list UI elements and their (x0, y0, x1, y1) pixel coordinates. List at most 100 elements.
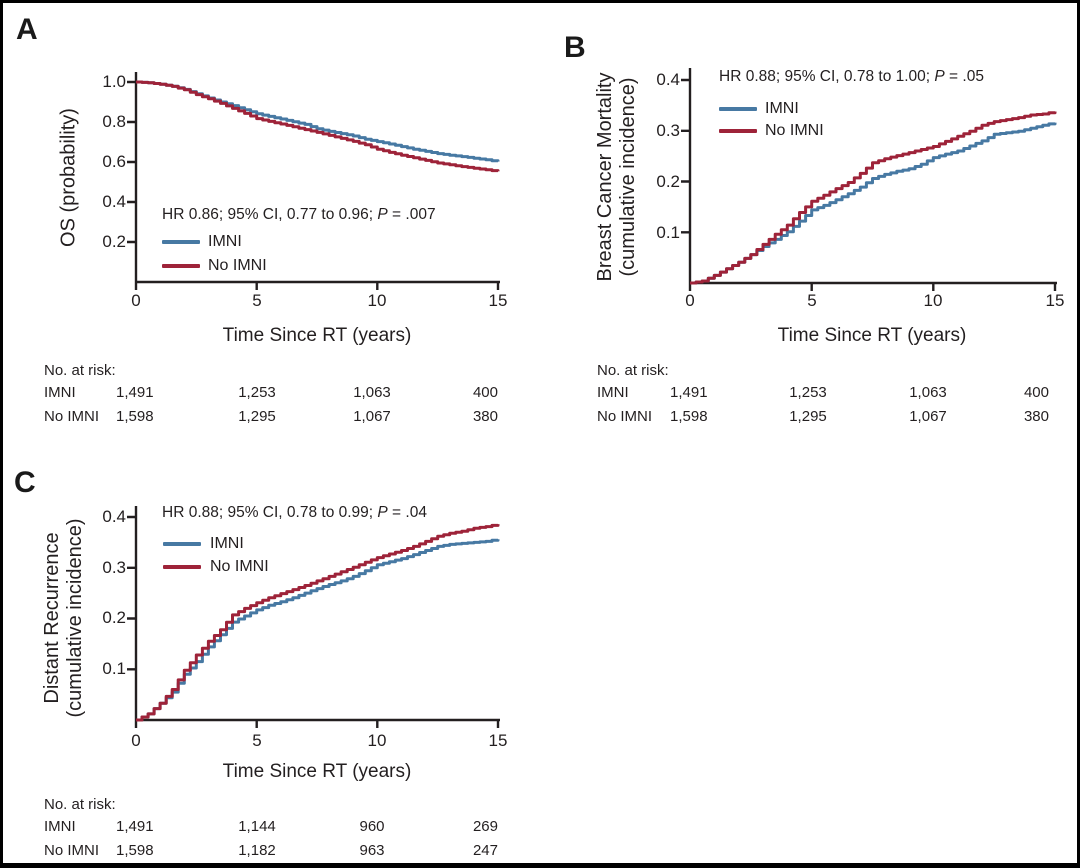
panel-c-risk-row1-v3: 269 (472, 818, 498, 835)
panel-b-risk-row1-label: IMNI (597, 384, 629, 401)
panel-c-risk-row2-v2: 963 (359, 842, 385, 859)
panel-a-risk-row2-v1: 1,295 (238, 408, 276, 425)
panel-c-risk-row2-v3: 247 (472, 842, 498, 859)
panel-b-risk-row2-v3: 380 (1023, 408, 1049, 425)
panel-a-p-symbol: P (377, 206, 388, 223)
panel-c-ytick-0.4: 0.4 (102, 507, 126, 526)
panel-a-risk-row1-label: IMNI (44, 384, 76, 401)
panel-c-hr-annotation: HR 0.88; 95% CI, 0.78 to 0.99; P = .04 (162, 503, 427, 522)
panel-a-xtick-15: 15 (488, 291, 508, 310)
panel-c-xtick-10: 10 (367, 731, 387, 750)
panel-a-legend-imni-swatch (162, 240, 200, 244)
panel-b-ytick-0.1: 0.1 (656, 223, 680, 242)
panel-b-risk-row1-v0: 1,491 (670, 384, 708, 401)
panel-a-xtick-5: 5 (252, 291, 262, 310)
panel-b-risk-row1-v3: 400 (1023, 384, 1049, 401)
plot-path (681, 68, 1057, 291)
panel-b-risk-row2-v0: 1,598 (670, 408, 708, 425)
panel-a-p-value: = .007 (387, 206, 436, 223)
panel-a-ytick-0.8: 0.8 (102, 112, 126, 131)
panel-c-risk-row2-v1: 1,182 (238, 842, 276, 859)
panel-c-p-symbol: P (377, 504, 388, 521)
panel-b-y-axis-title-line1: Breast Cancer Mortality (594, 72, 616, 282)
panel-c-p-value: = .04 (387, 504, 427, 521)
panel-b-risk-title: No. at risk: (597, 362, 669, 379)
panel-c-legend-noimni-label: No IMNI (210, 558, 269, 575)
panel-c-risk-row1-label: IMNI (44, 818, 76, 835)
panel-a-risk-row2-v0: 1,598 (116, 408, 154, 425)
panel-c-y-axis-title-line1: Distant Recurrence (41, 532, 63, 704)
panel-b-ytick-0.3: 0.3 (656, 121, 680, 140)
panel-c-plot (127, 506, 500, 728)
panel-c-risk-row1-v2: 960 (359, 818, 385, 835)
panel-c-risk-row2-v0: 1,598 (116, 842, 154, 859)
panel-a-risk-row1-v3: 400 (472, 384, 498, 401)
panel-b-ytick-0.2: 0.2 (656, 172, 680, 191)
panel-a-xtick-0: 0 (131, 291, 141, 310)
plot-path (136, 80, 500, 163)
panel-a-risk-row2-v2: 1,067 (353, 408, 391, 425)
panel-b-risk-row2-v2: 1,067 (909, 408, 947, 425)
panel-b-risk-row2-label: No IMNI (597, 408, 653, 425)
panel-c-xtick-5: 5 (252, 731, 262, 750)
panel-c-legend-noimni-swatch (163, 565, 201, 569)
panel-a-letter: A (16, 13, 38, 46)
panel-b-p-value: = .05 (944, 68, 984, 85)
panel-a-risk-row1-v0: 1,491 (116, 384, 154, 401)
panel-c-risk-title: No. at risk: (44, 796, 116, 813)
panel-a-y-axis-title: OS (probability) (58, 68, 81, 288)
panel-c-risk-row2-label: No IMNI (44, 842, 100, 859)
panel-c-letter: C (14, 466, 36, 499)
panel-a-ytick-0.2: 0.2 (102, 232, 126, 251)
panel-a-risk-title: No. at risk: (44, 362, 116, 379)
panel-a-legend-noimni-label: No IMNI (208, 257, 267, 274)
panel-c-hr-text: HR 0.88; 95% CI, 0.78 to 0.99; (162, 504, 378, 521)
panel-a-risk-row1-v2: 1,063 (353, 384, 391, 401)
panel-c-risk-row1-v0: 1,491 (116, 818, 154, 835)
panel-b-hr-annotation: HR 0.88; 95% CI, 0.78 to 1.00; P = .05 (719, 67, 984, 86)
panel-c-ytick-0.3: 0.3 (102, 558, 126, 577)
panel-b-legend-imni-swatch (719, 107, 757, 111)
panel-a-y-axis-title-line1: OS (probability) (57, 108, 80, 247)
panel-a-risk-row2-label: No IMNI (44, 408, 100, 425)
panel-b-legend-imni-label: IMNI (765, 100, 799, 117)
panel-b-risk-row1-v1: 1,253 (789, 384, 827, 401)
panel-c-ytick-0.2: 0.2 (102, 608, 126, 627)
panel-b-xtick-10: 10 (923, 291, 943, 310)
panel-a-x-axis-title: Time Since RT (years) (222, 325, 412, 346)
panel-a-hr-text: HR 0.86; 95% CI, 0.77 to 0.96; (162, 206, 378, 223)
panel-b-x-axis-title: Time Since RT (years) (777, 325, 967, 346)
panel-c-legend-imni-swatch (163, 542, 201, 546)
panel-c-risk-row1-v1: 1,144 (238, 818, 276, 835)
panel-a-legend-imni-label: IMNI (208, 233, 242, 250)
panel-a-ytick-0.6: 0.6 (102, 152, 126, 171)
plot-path (136, 523, 500, 722)
panel-a-hr-annotation: HR 0.86; 95% CI, 0.77 to 0.96; P = .007 (162, 205, 436, 224)
panel-c-xtick-0: 0 (131, 731, 141, 750)
panel-a-ytick-1.0: 1.0 (102, 72, 126, 91)
plot-path (136, 80, 500, 173)
panel-b-p-symbol: P (934, 68, 945, 85)
panel-c-legend-imni-label: IMNI (210, 535, 244, 552)
panel-a-xtick-10: 10 (367, 291, 387, 310)
panel-c-x-axis-title: Time Since RT (years) (222, 761, 412, 782)
panel-c-xtick-15: 15 (488, 731, 508, 750)
panel-c-ytick-0.1: 0.1 (102, 659, 126, 678)
panel-b-legend-noimni-label: No IMNI (765, 122, 824, 139)
panel-b-xtick-5: 5 (807, 291, 817, 310)
plot-path (127, 72, 500, 290)
panel-b-xtick-15: 15 (1045, 291, 1065, 310)
panel-b-xtick-0: 0 (685, 291, 695, 310)
panel-a-risk-row2-v3: 380 (472, 408, 498, 425)
panel-a-plot (127, 72, 500, 290)
panel-a-legend-noimni-swatch (162, 264, 200, 268)
panel-a-risk-row1-v1: 1,253 (238, 384, 276, 401)
panel-b-ytick-0.4: 0.4 (656, 70, 680, 89)
panel-b-hr-text: HR 0.88; 95% CI, 0.78 to 1.00; (719, 68, 935, 85)
plot-path (690, 111, 1057, 285)
panel-b-plot (681, 68, 1057, 291)
panel-b-risk-row1-v2: 1,063 (909, 384, 947, 401)
panel-a-ytick-0.4: 0.4 (102, 192, 126, 211)
panel-b-legend-noimni-swatch (719, 129, 757, 133)
